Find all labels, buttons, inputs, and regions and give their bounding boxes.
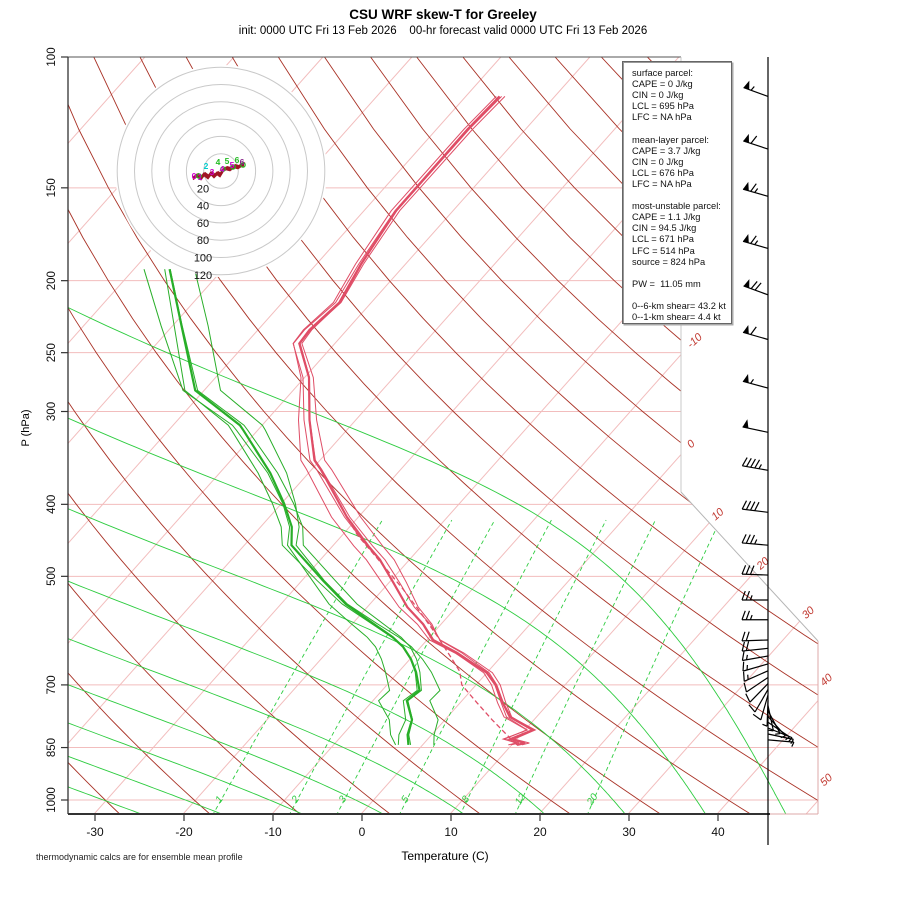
svg-text:-20: -20 [175,825,193,839]
footnote-text: thermodynamic calcs are for ensemble mea… [36,852,243,862]
svg-text:-10: -10 [685,331,706,351]
svg-text:40: 40 [711,825,725,839]
svg-text:200: 200 [46,271,58,290]
svg-text:12: 12 [513,792,529,808]
svg-text:150: 150 [46,178,58,197]
parcel-info-line: source = 824 hPa [632,256,706,267]
pressure-axis-title: P (hPa) [20,409,32,447]
parcel-info-line: LCL = 671 hPa [632,234,694,245]
svg-text:2: 2 [204,161,209,171]
svg-text:40: 40 [197,201,209,213]
svg-text:400: 400 [46,495,58,514]
parcel-info-line [632,123,731,134]
svg-text:1000: 1000 [46,787,58,813]
svg-text:80: 80 [197,235,209,247]
svg-text:700: 700 [46,675,58,694]
parcel-info-line: LCL = 676 hPa [632,167,694,178]
svg-text:100: 100 [194,253,212,265]
svg-text:4: 4 [220,164,225,174]
svg-text:40: 40 [818,671,836,689]
svg-text:0: 0 [685,437,698,451]
svg-text:100: 100 [46,47,58,66]
parcel-info-line: LFC = 514 hPa [632,245,695,256]
svg-text:5: 5 [230,160,235,170]
svg-text:500: 500 [46,567,58,586]
svg-text:4: 4 [216,157,221,167]
svg-text:8: 8 [460,794,472,805]
svg-text:300: 300 [46,402,58,421]
svg-text:60: 60 [197,218,209,230]
svg-text:-10: -10 [264,825,282,839]
page-subtitle: init: 0000 UTC Fri 13 Feb 2026 00-hr for… [238,25,648,37]
svg-text:120: 120 [194,270,212,282]
svg-text:10: 10 [709,505,727,523]
svg-text:5: 5 [225,156,230,166]
page-title: CSU WRF skew-T for Greeley [349,7,537,22]
svg-text:6: 6 [235,155,240,165]
temperature-axis-title: Temperature (C) [401,849,489,863]
parcel-info-line: most-unstable parcel: [632,201,721,212]
parcel-info-line: CAPE = 0 J/kg [632,79,693,90]
svg-text:6: 6 [240,157,245,167]
parcel-info-line: CAPE = 3.7 J/kg [632,145,701,156]
parcel-info-line [632,190,731,201]
svg-text:20: 20 [533,825,547,839]
parcel-info-line: mean-layer parcel: [632,134,709,145]
svg-text:3: 3 [337,794,349,805]
svg-text:1: 1 [214,794,226,805]
svg-text:3: 3 [210,167,215,177]
parcel-info-line: 0--6-km shear= 43.2 kt [632,300,726,311]
svg-text:20: 20 [197,183,209,195]
parcel-info-line [632,290,731,301]
parcel-info-box: surface parcel: CAPE = 0 J/kg CIN = 0 J/kg… [622,61,732,324]
svg-text:0: 0 [359,825,366,839]
svg-text:20: 20 [754,555,773,573]
parcel-info-line [632,268,731,279]
parcel-info-line: LFC = NA hPa [632,112,692,123]
svg-text:10: 10 [444,825,458,839]
parcel-info-line: CIN = 0 J/kg [632,156,684,167]
svg-text:30: 30 [622,825,636,839]
parcel-info-line: surface parcel: [632,68,693,78]
svg-text:5: 5 [399,794,411,805]
parcel-info-line: 0--1-km shear= 4.4 kt [632,312,721,323]
parcel-info-line: CIN = 94.5 J/kg [632,223,697,234]
svg-text:20: 20 [585,792,601,809]
svg-text:0: 0 [192,171,197,181]
svg-text:30: 30 [800,604,818,622]
parcel-info-line: CAPE = 1.1 J/kg [632,212,701,223]
parcel-info-line: LFC = NA hPa [632,178,692,189]
svg-text:-30: -30 [86,825,104,839]
svg-text:850: 850 [46,738,58,757]
svg-text:250: 250 [46,343,58,362]
parcel-info-line: PW = 11.05 mm [632,278,701,289]
parcel-info-line: CIN = 0 J/kg [632,90,684,101]
svg-text:2: 2 [289,794,302,806]
svg-text:1: 1 [198,172,203,182]
svg-text:50: 50 [818,771,836,789]
parcel-info-line: LCL = 695 hPa [632,101,694,112]
